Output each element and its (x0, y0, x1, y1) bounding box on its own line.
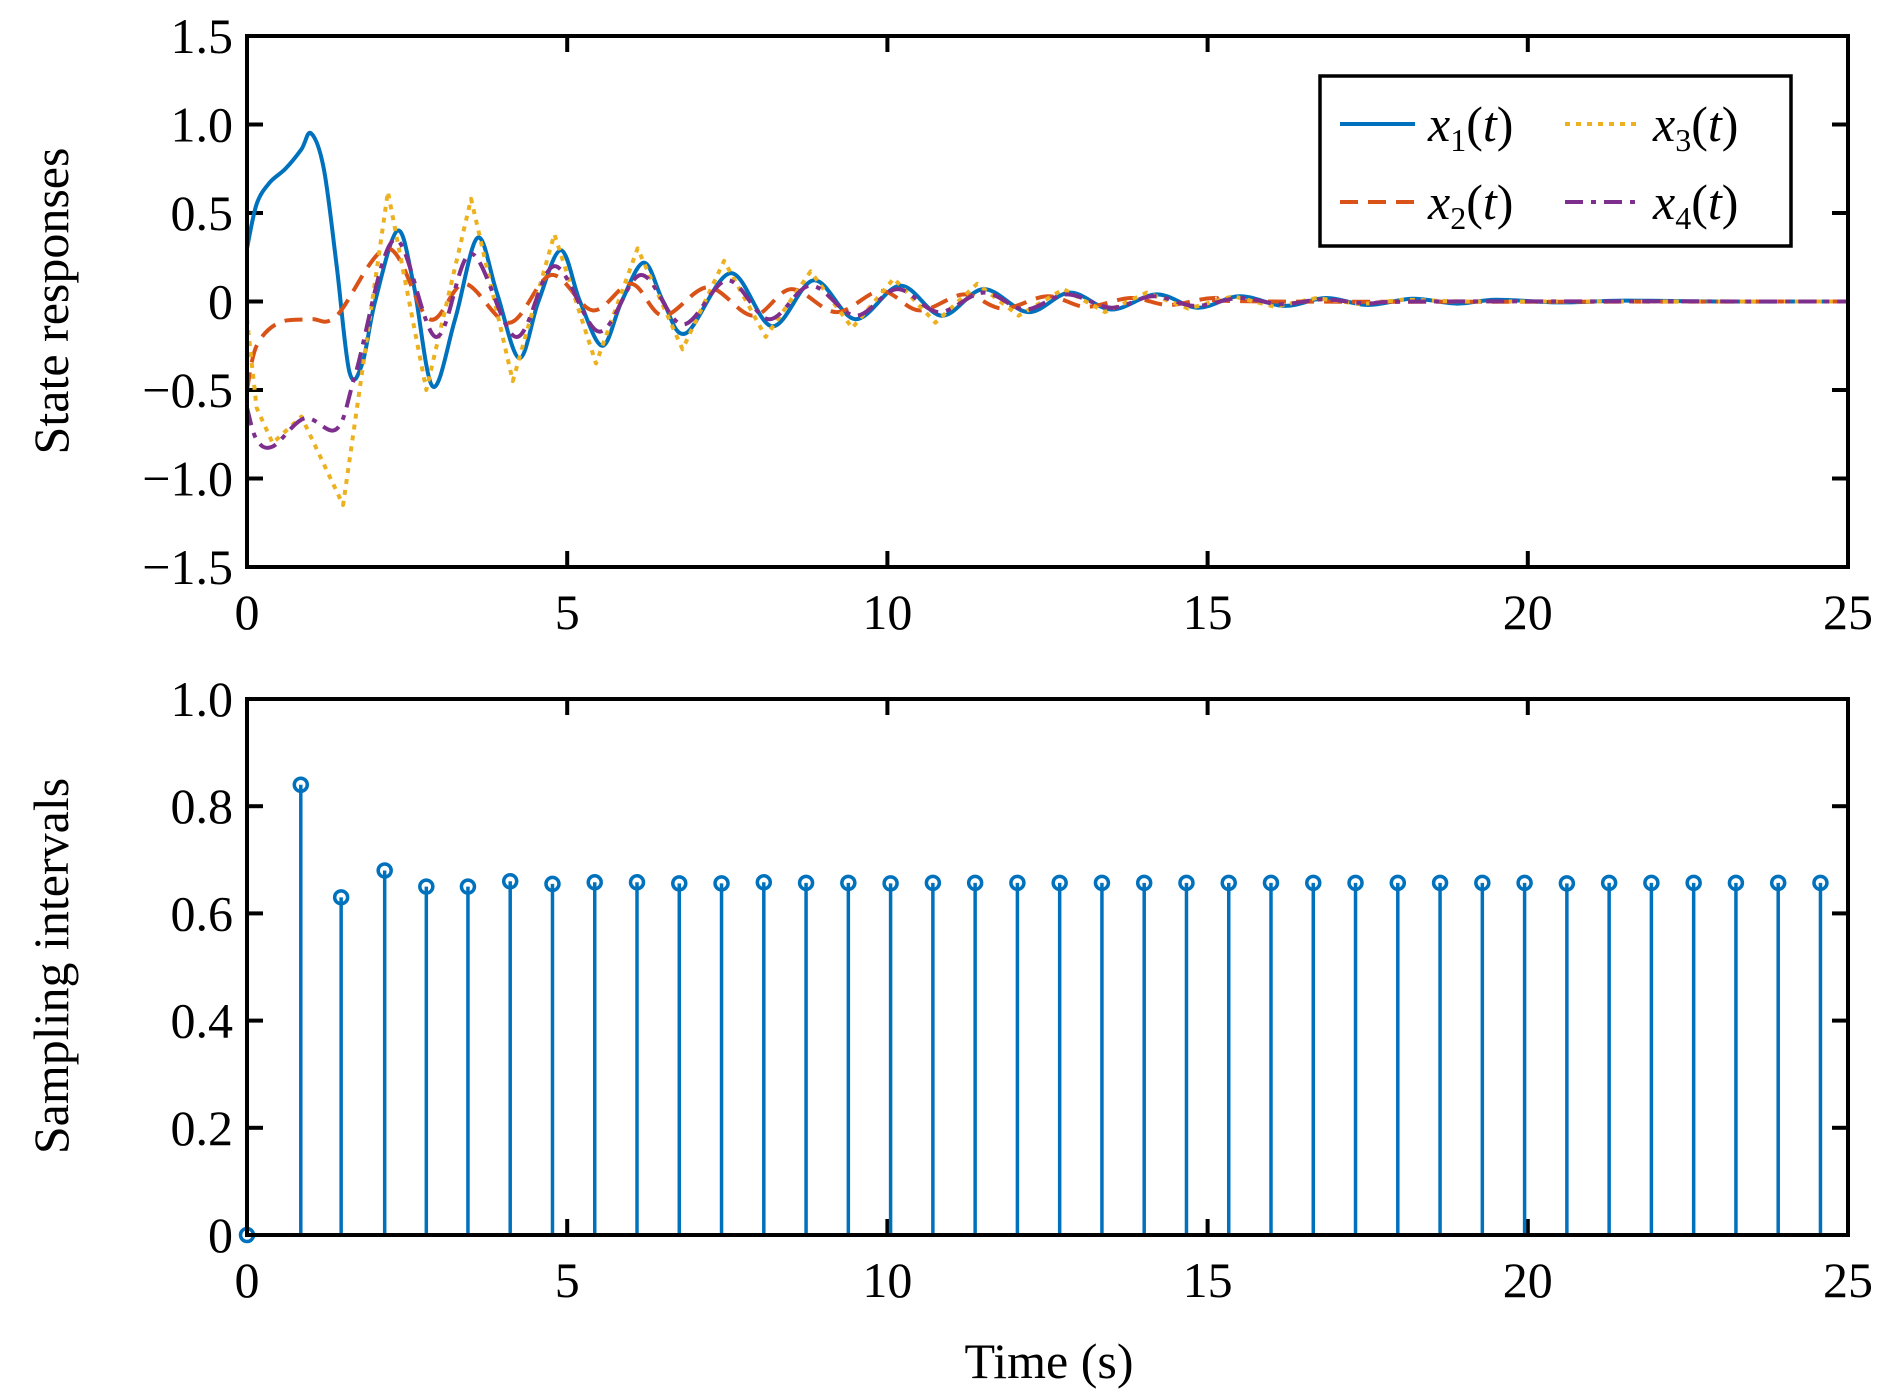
state-responses-plot: 0 5 10 15 20 25 −1.5 −1.0 −0.5 0 0.5 1.0 1.5 x1(t) x2(… (142, 8, 1873, 640)
x-tick-label: 15 (1183, 584, 1233, 640)
y-tick-label: 0.2 (171, 1100, 234, 1156)
legend-box (1318, 74, 1793, 248)
y-tick-label: 0.4 (171, 993, 234, 1049)
stem-marker (1431, 874, 1449, 892)
stem-marker (1558, 875, 1576, 892)
stem-marker (501, 872, 519, 890)
legend-item: x1(t) (1340, 96, 1513, 158)
x-tick-label: 10 (862, 1252, 912, 1308)
stem-marker (1769, 874, 1787, 892)
stem-marker (1685, 874, 1702, 892)
legend-item: x2(t) (1340, 174, 1513, 236)
stem-marker (1051, 874, 1068, 892)
y-tick-label: 0.6 (171, 885, 234, 941)
stem-marker (1812, 874, 1829, 892)
stem-marker (628, 874, 646, 891)
y-tick-label: 1.0 (171, 671, 234, 727)
x-tick-label: 20 (1503, 584, 1553, 640)
x-tick-label: 10 (862, 584, 912, 640)
stem-marker (292, 776, 310, 794)
stem-marker (1220, 874, 1237, 892)
stem-marker (1009, 874, 1026, 892)
y-tick-label: 0.8 (171, 778, 234, 834)
x-tick-label: 5 (555, 1252, 580, 1308)
legend-label: x3(t) (1652, 96, 1738, 158)
x-tick-label: 0 (235, 584, 260, 640)
stem-marker (797, 874, 815, 892)
legend-item: x3(t) (1565, 96, 1738, 158)
sampling-intervals-plot: 0 5 10 15 20 25 0 0.2 0.4 0.6 0.8 1.0 (171, 671, 1874, 1308)
legend-label: x1(t) (1427, 96, 1513, 158)
x-axis-title: Time (s) (964, 1333, 1133, 1389)
stem-marker (924, 874, 942, 892)
stem-marker (1600, 874, 1618, 892)
x-tick-label: 20 (1503, 1252, 1553, 1308)
x-tick-label: 25 (1823, 584, 1873, 640)
y-tick-label: −0.5 (142, 362, 233, 418)
stem-marker (966, 874, 984, 892)
y-tick-label: −1.0 (142, 451, 233, 507)
stem-marker (1093, 874, 1111, 892)
stem-marker (1178, 874, 1195, 892)
stem-marker (755, 874, 773, 891)
stem-marker (1262, 874, 1280, 892)
y-tick-label: 0.5 (171, 185, 234, 241)
series-line-x2t (247, 246, 1848, 391)
x-tick-label: 15 (1183, 1252, 1233, 1308)
y-tick-label: 1.5 (171, 8, 234, 64)
y-tick-label: 0 (208, 274, 233, 330)
stem-marker (544, 875, 561, 893)
stem-marker (332, 889, 350, 906)
stem-marker (1474, 874, 1491, 892)
stem-marker (1347, 874, 1364, 892)
legend-item: x4(t) (1565, 174, 1738, 236)
stem-marker (671, 875, 688, 892)
x-tick-label: 25 (1823, 1252, 1873, 1308)
stem-marker (882, 875, 899, 892)
y-axis-title-sampling: Sampling intervals (23, 778, 79, 1154)
y-axis-title-state: State responses (23, 148, 79, 455)
stem-marker (713, 875, 730, 892)
stem-marker (418, 878, 435, 895)
legend-label: x2(t) (1427, 174, 1513, 236)
stem-marker (1727, 874, 1745, 892)
stem-marker (586, 874, 603, 891)
axes-box (245, 697, 1850, 1237)
stem-marker (1389, 874, 1407, 892)
legend: x1(t) x2(t) x3(t) x4(t) (1318, 74, 1793, 248)
stem-marker (840, 874, 857, 892)
y-tick-label: −1.5 (142, 539, 233, 595)
stem-marker (1643, 874, 1660, 892)
stem-marker (376, 862, 393, 879)
x-tick-label: 5 (555, 584, 580, 640)
y-tick-label: 1.0 (171, 97, 234, 153)
series-line-x4t (247, 237, 1848, 450)
stem-marker (1516, 874, 1533, 892)
stem-marker (1135, 874, 1153, 892)
legend-label: x4(t) (1652, 174, 1738, 236)
stem-marker (459, 878, 477, 895)
x-tick-label: 0 (235, 1252, 260, 1308)
axes-box (245, 34, 1850, 569)
y-tick-label: 0 (208, 1207, 233, 1263)
stem-marker (1305, 874, 1322, 892)
